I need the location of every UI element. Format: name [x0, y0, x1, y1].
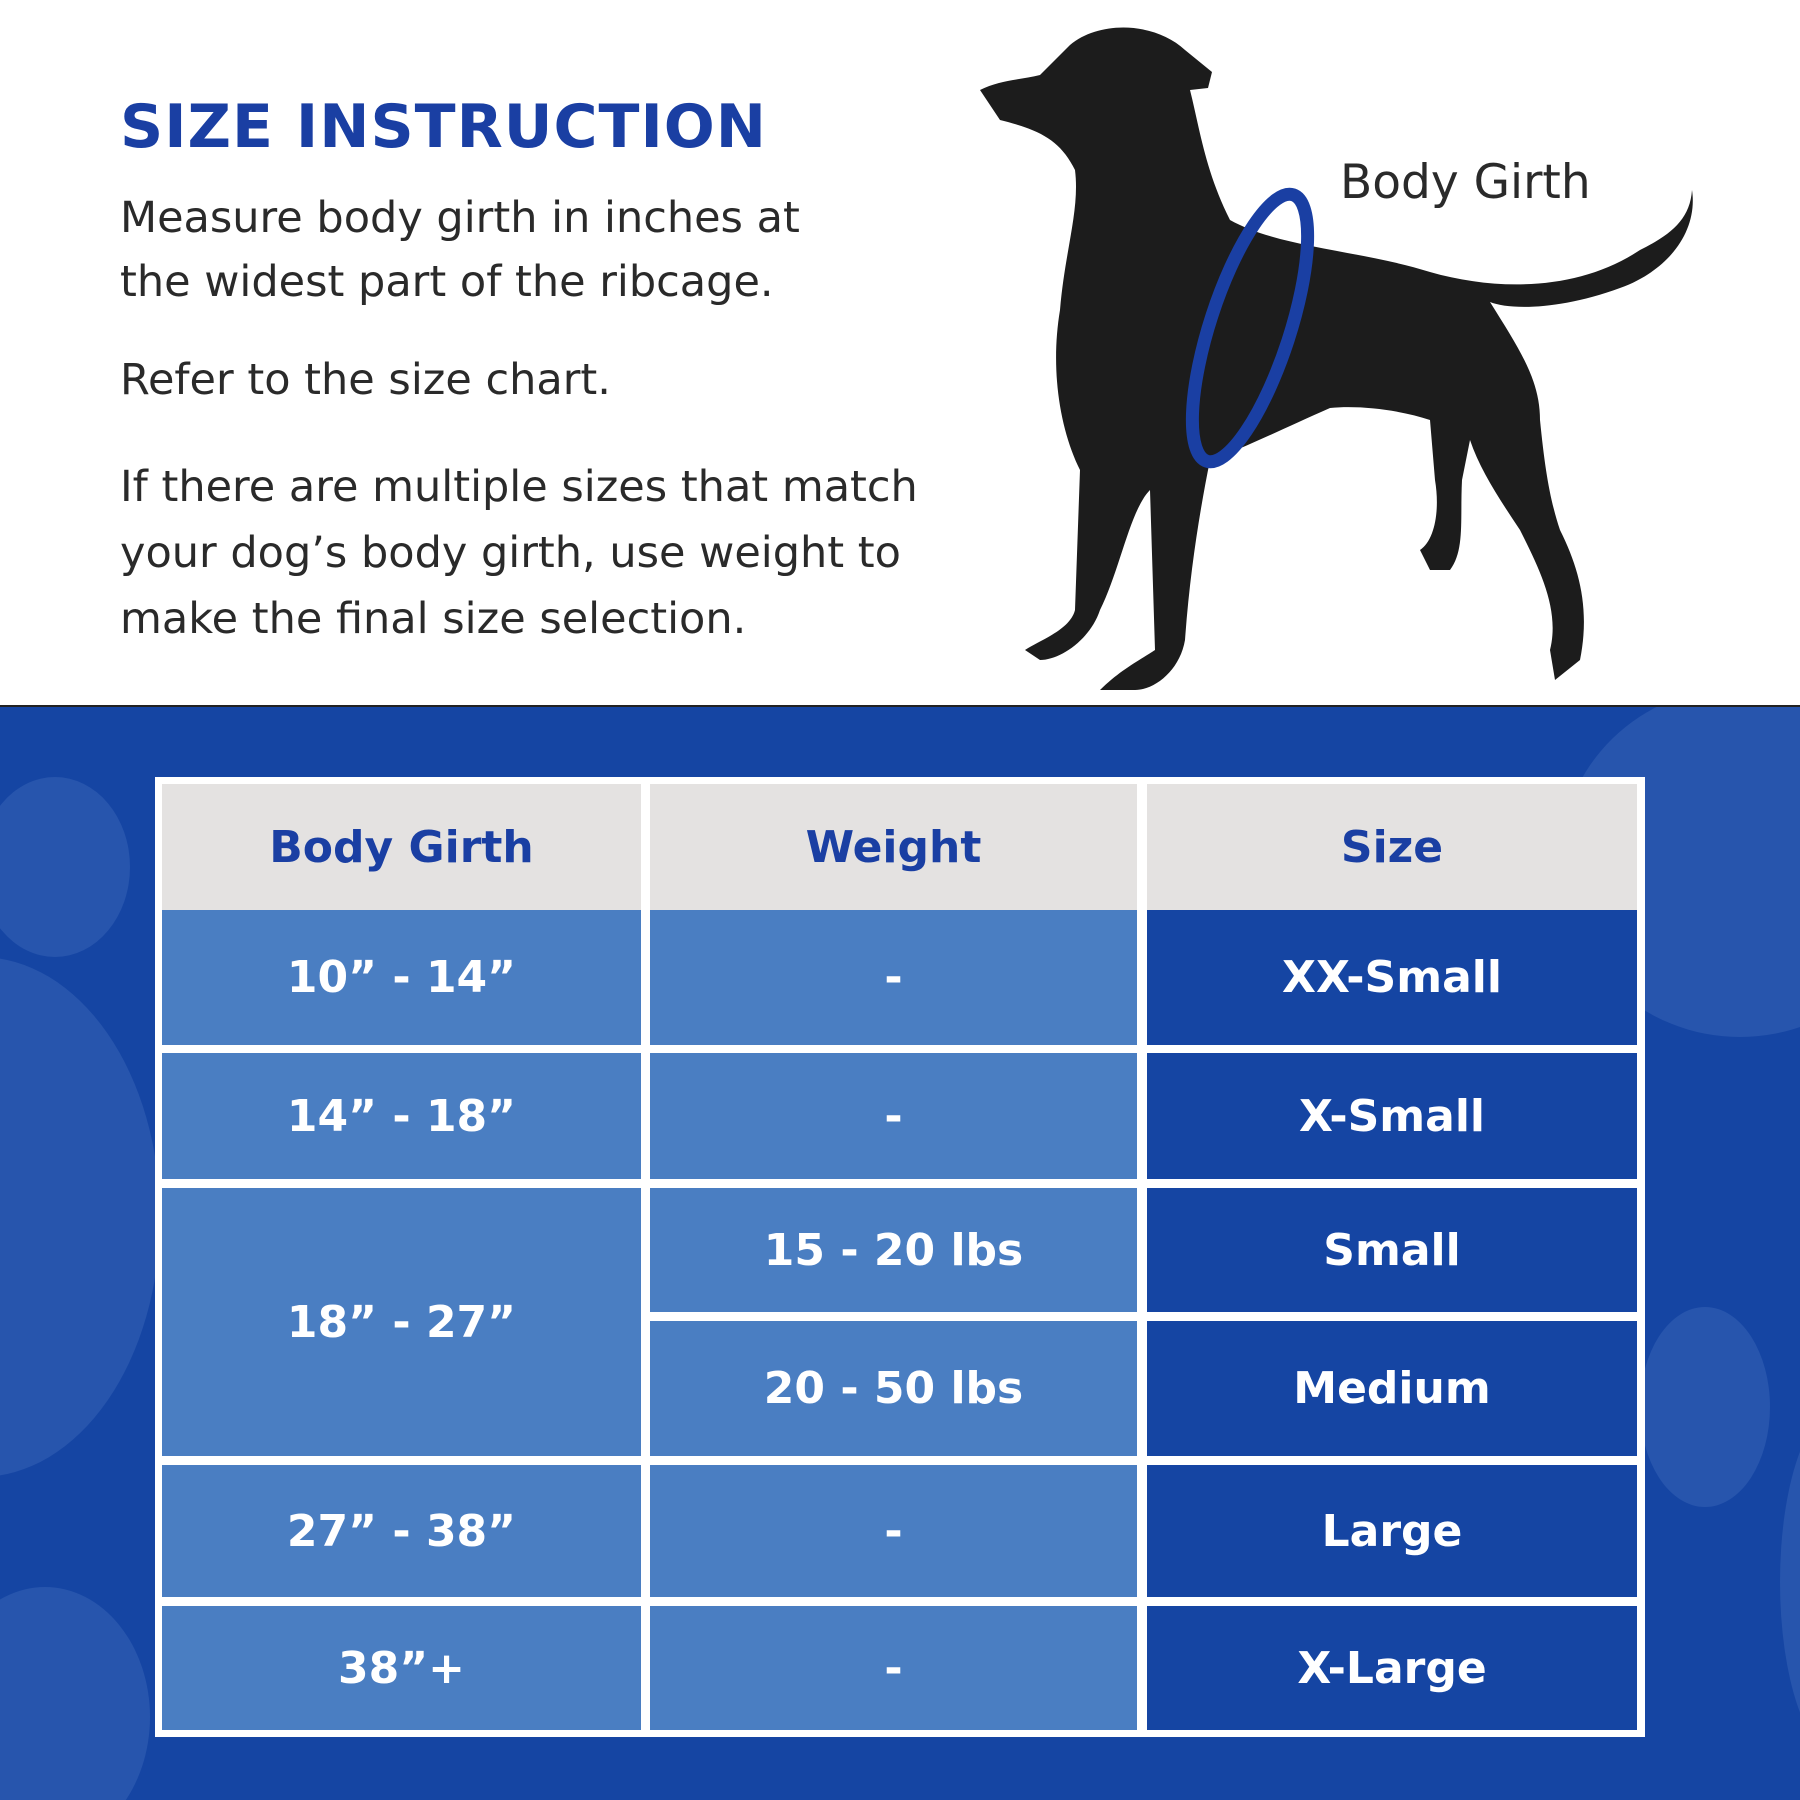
instruction-chart: Refer to the size chart. [120, 355, 611, 405]
instruction-girth: Measure body girth in inches at the wide… [120, 193, 800, 307]
paw-blob [1780, 1407, 1800, 1757]
paw-blob [0, 957, 160, 1477]
header-weight: Weight [650, 784, 1137, 910]
girth-ring [1185, 187, 1315, 469]
dog-silhouette-icon [980, 27, 1693, 691]
size-cell: Medium [1147, 1321, 1637, 1456]
weight-cell: - [650, 1053, 1137, 1179]
size-cell: X-Small [1147, 1053, 1637, 1179]
girth-cell: 38”+ [162, 1606, 641, 1730]
weight-cell: - [650, 910, 1137, 1045]
size-cell: Small [1147, 1188, 1637, 1312]
girth-cell: 14” - 18” [162, 1053, 641, 1179]
girth-cell: 27” - 38” [162, 1465, 641, 1597]
size-cell: XX-Small [1147, 910, 1637, 1045]
weight-cell: - [650, 1606, 1137, 1730]
girth-cell-merged: 18” - 27” [162, 1188, 641, 1456]
girth-cell: 10” - 14” [162, 910, 641, 1045]
weight-cell: - [650, 1465, 1137, 1597]
page-title: SIZE INSTRUCTION [120, 92, 768, 162]
size-cell: Large [1147, 1465, 1637, 1597]
weight-cell: 15 - 20 lbs [650, 1188, 1137, 1312]
instruction-weight: If there are multiple sizes that match y… [120, 462, 918, 644]
paw-blob [1640, 1307, 1770, 1507]
size-cell: X-Large [1147, 1606, 1637, 1730]
weight-cell: 20 - 50 lbs [650, 1321, 1137, 1456]
paw-blob [0, 777, 130, 957]
size-table: Body Girth Weight Size 10” - 14” - XX-Sm… [155, 777, 1645, 1737]
header-size: Size [1147, 784, 1637, 910]
header-body-girth: Body Girth [162, 784, 641, 910]
body-girth-label: Body Girth [1340, 155, 1591, 210]
instruction-section: SIZE INSTRUCTION Measure body girth in i… [0, 0, 1800, 707]
paw-blob [0, 1587, 150, 1800]
